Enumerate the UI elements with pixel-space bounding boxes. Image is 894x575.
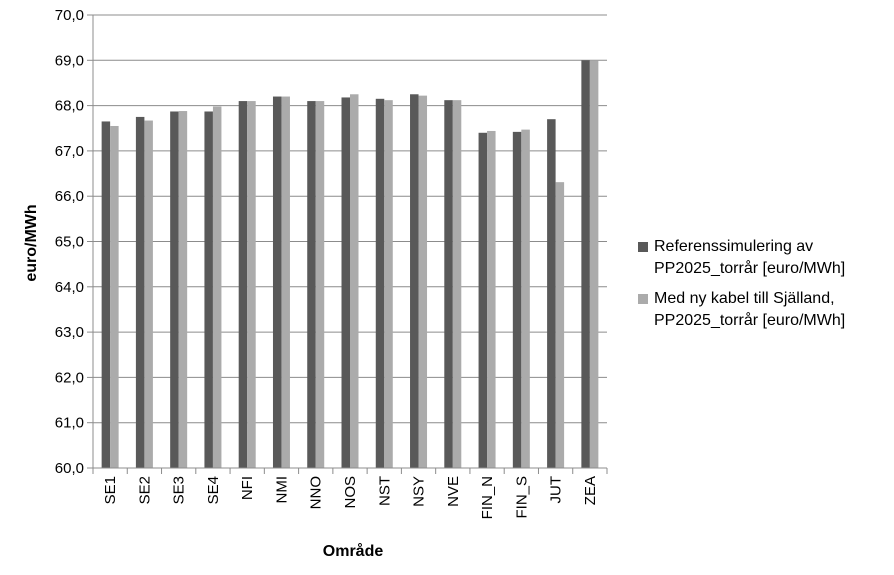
bar-fin_n-series-1 xyxy=(478,132,488,468)
x-tick-label: NSY xyxy=(411,476,428,507)
y-tick-label: 62,0 xyxy=(55,369,84,386)
bar-nve-series-2 xyxy=(452,100,462,468)
x-tick-label: NMI xyxy=(273,476,290,504)
x-tick-label: JUT xyxy=(548,476,565,504)
y-tick-label: 68,0 xyxy=(55,98,84,115)
y-tick-label: 66,0 xyxy=(55,188,84,205)
y-tick-label: 63,0 xyxy=(55,324,84,341)
bar-fin_n-series-2 xyxy=(487,130,496,468)
bar-nst-series-2 xyxy=(384,100,393,468)
x-tick-label: SE2 xyxy=(136,476,153,504)
y-tick-label: 61,0 xyxy=(55,415,84,432)
x-axis-title: Område xyxy=(323,542,384,560)
y-tick-label: 69,0 xyxy=(55,52,84,69)
bar-nos-series-1 xyxy=(341,97,350,469)
x-tick-label: NFI xyxy=(239,476,256,500)
legend: Referenssimulering av PP2025_torrår [eur… xyxy=(638,236,894,340)
axes xyxy=(92,15,608,474)
legend-swatch-reference xyxy=(638,242,648,252)
bar-nfi-series-1 xyxy=(238,101,248,468)
x-tick-label: SE3 xyxy=(171,476,188,504)
x-tick-label: SE1 xyxy=(102,476,119,504)
bar-nmi-series-1 xyxy=(272,96,282,468)
bar-nmi-series-2 xyxy=(281,96,290,468)
y-tick-label: 65,0 xyxy=(55,234,84,251)
bar-zea-series-2 xyxy=(589,60,599,469)
bar-se2-series-2 xyxy=(144,120,153,468)
bar-se3-series-1 xyxy=(170,111,179,468)
bar-nos-series-2 xyxy=(350,94,359,469)
bar-jut-series-1 xyxy=(547,119,556,468)
bar-fin_s-series-1 xyxy=(512,131,522,468)
bar-nfi-series-2 xyxy=(247,101,256,468)
x-tick-label: FIN_S xyxy=(513,476,530,519)
bar-se1-series-1 xyxy=(101,121,111,468)
y-axis-title: euro/MWh xyxy=(23,204,40,281)
x-tick-label: FIN_N xyxy=(479,476,496,519)
y-tick-label: 60,0 xyxy=(55,460,84,477)
bar-se4-series-2 xyxy=(212,106,222,469)
bar-nsy-series-2 xyxy=(418,95,428,468)
legend-item-reference: Referenssimulering av PP2025_torrår [eur… xyxy=(638,236,894,280)
bar-se4-series-1 xyxy=(204,111,213,468)
x-tick-label: SE4 xyxy=(205,476,222,504)
bar-se1-series-2 xyxy=(110,125,119,469)
x-tick-label: ZEA xyxy=(582,476,599,505)
bar-nno-series-1 xyxy=(307,101,316,468)
bar-jut-series-2 xyxy=(555,182,565,469)
bar-fin_s-series-2 xyxy=(521,129,530,468)
x-tick-label: NVE xyxy=(445,476,462,507)
bar-nno-series-2 xyxy=(315,101,325,468)
bar-nst-series-1 xyxy=(375,98,385,469)
bar-se2-series-1 xyxy=(135,116,145,469)
legend-label-new-cable: Med ny kabel till Själland, PP2025_torrå… xyxy=(654,290,846,329)
x-tick-label: NST xyxy=(376,476,393,506)
bar-nsy-series-1 xyxy=(410,94,419,469)
y-tick-labels: 60,0 61,0 62,0 63,0 64,0 65,0 66,0 67,0 68,0 69,0… xyxy=(55,7,84,477)
y-tick-label: 64,0 xyxy=(55,279,84,296)
bar-zea-series-1 xyxy=(581,60,590,469)
legend-swatch-new-cable xyxy=(638,294,648,304)
x-tick-label: NNO xyxy=(308,476,325,509)
y-tick-label: 70,0 xyxy=(55,7,84,24)
legend-item-new-cable: Med ny kabel till Själland, PP2025_torrå… xyxy=(638,288,894,332)
bars xyxy=(101,60,599,469)
x-tick-labels: SE1 SE2 SE3 SE4 NFI NMI NNO NOS NST NSY NVE FIN_N FI… xyxy=(102,476,599,519)
bar-nve-series-1 xyxy=(444,100,453,468)
legend-label-reference: Referenssimulering av PP2025_torrår [eur… xyxy=(654,238,846,277)
y-tick-label: 67,0 xyxy=(55,143,84,160)
x-tick-label: NOS xyxy=(342,476,359,509)
bar-se3-series-2 xyxy=(178,111,188,468)
